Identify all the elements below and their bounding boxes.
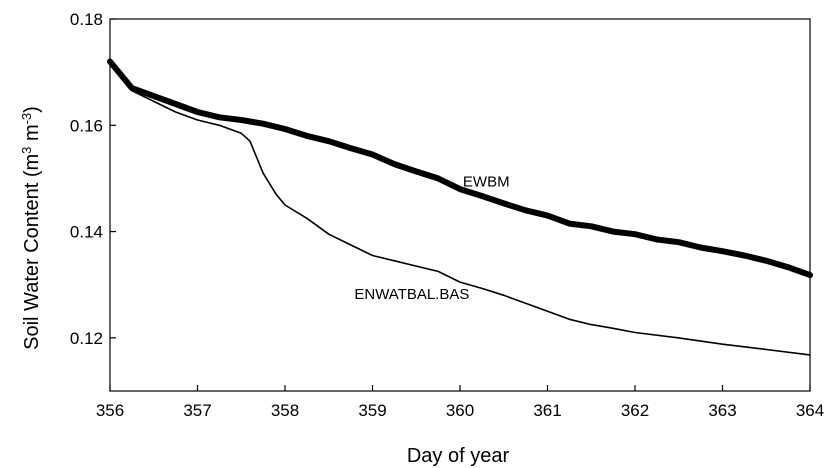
series-line <box>109 60 811 356</box>
annotations: EWBM ENWATBAL.BAS <box>354 173 509 303</box>
y-tick-label: 0.14 <box>70 223 103 242</box>
x-tick-label: 363 <box>708 401 736 420</box>
series-annotation: EWBM <box>463 173 510 190</box>
y-axis-title: Soil Water Content (m3 m-3) <box>19 106 43 350</box>
plot-frame <box>109 18 811 392</box>
series-annotation: ENWATBAL.BAS <box>354 286 469 303</box>
series-layer <box>107 58 813 356</box>
y-tick-label: 0.18 <box>70 10 103 29</box>
x-tick-label: 359 <box>358 401 386 420</box>
y-axis-ticks: 0.12 0.14 0.16 0.18 <box>70 10 116 348</box>
y-tick-label: 0.16 <box>70 116 103 135</box>
x-tick-label: 358 <box>271 401 299 420</box>
series-line <box>107 58 813 279</box>
x-axis-title: Day of year <box>407 445 510 467</box>
x-tick-label: 362 <box>621 401 649 420</box>
x-tick-label: 361 <box>533 401 561 420</box>
x-axis-ticks: 356 357 358 359 360 361 362 363 364 <box>96 385 824 420</box>
x-tick-label: 357 <box>183 401 211 420</box>
x-tick-label: 364 <box>796 401 824 420</box>
plot-area <box>109 18 811 392</box>
x-tick-label: 356 <box>96 401 124 420</box>
y-tick-label: 0.12 <box>70 329 103 348</box>
x-tick-label: 360 <box>446 401 474 420</box>
